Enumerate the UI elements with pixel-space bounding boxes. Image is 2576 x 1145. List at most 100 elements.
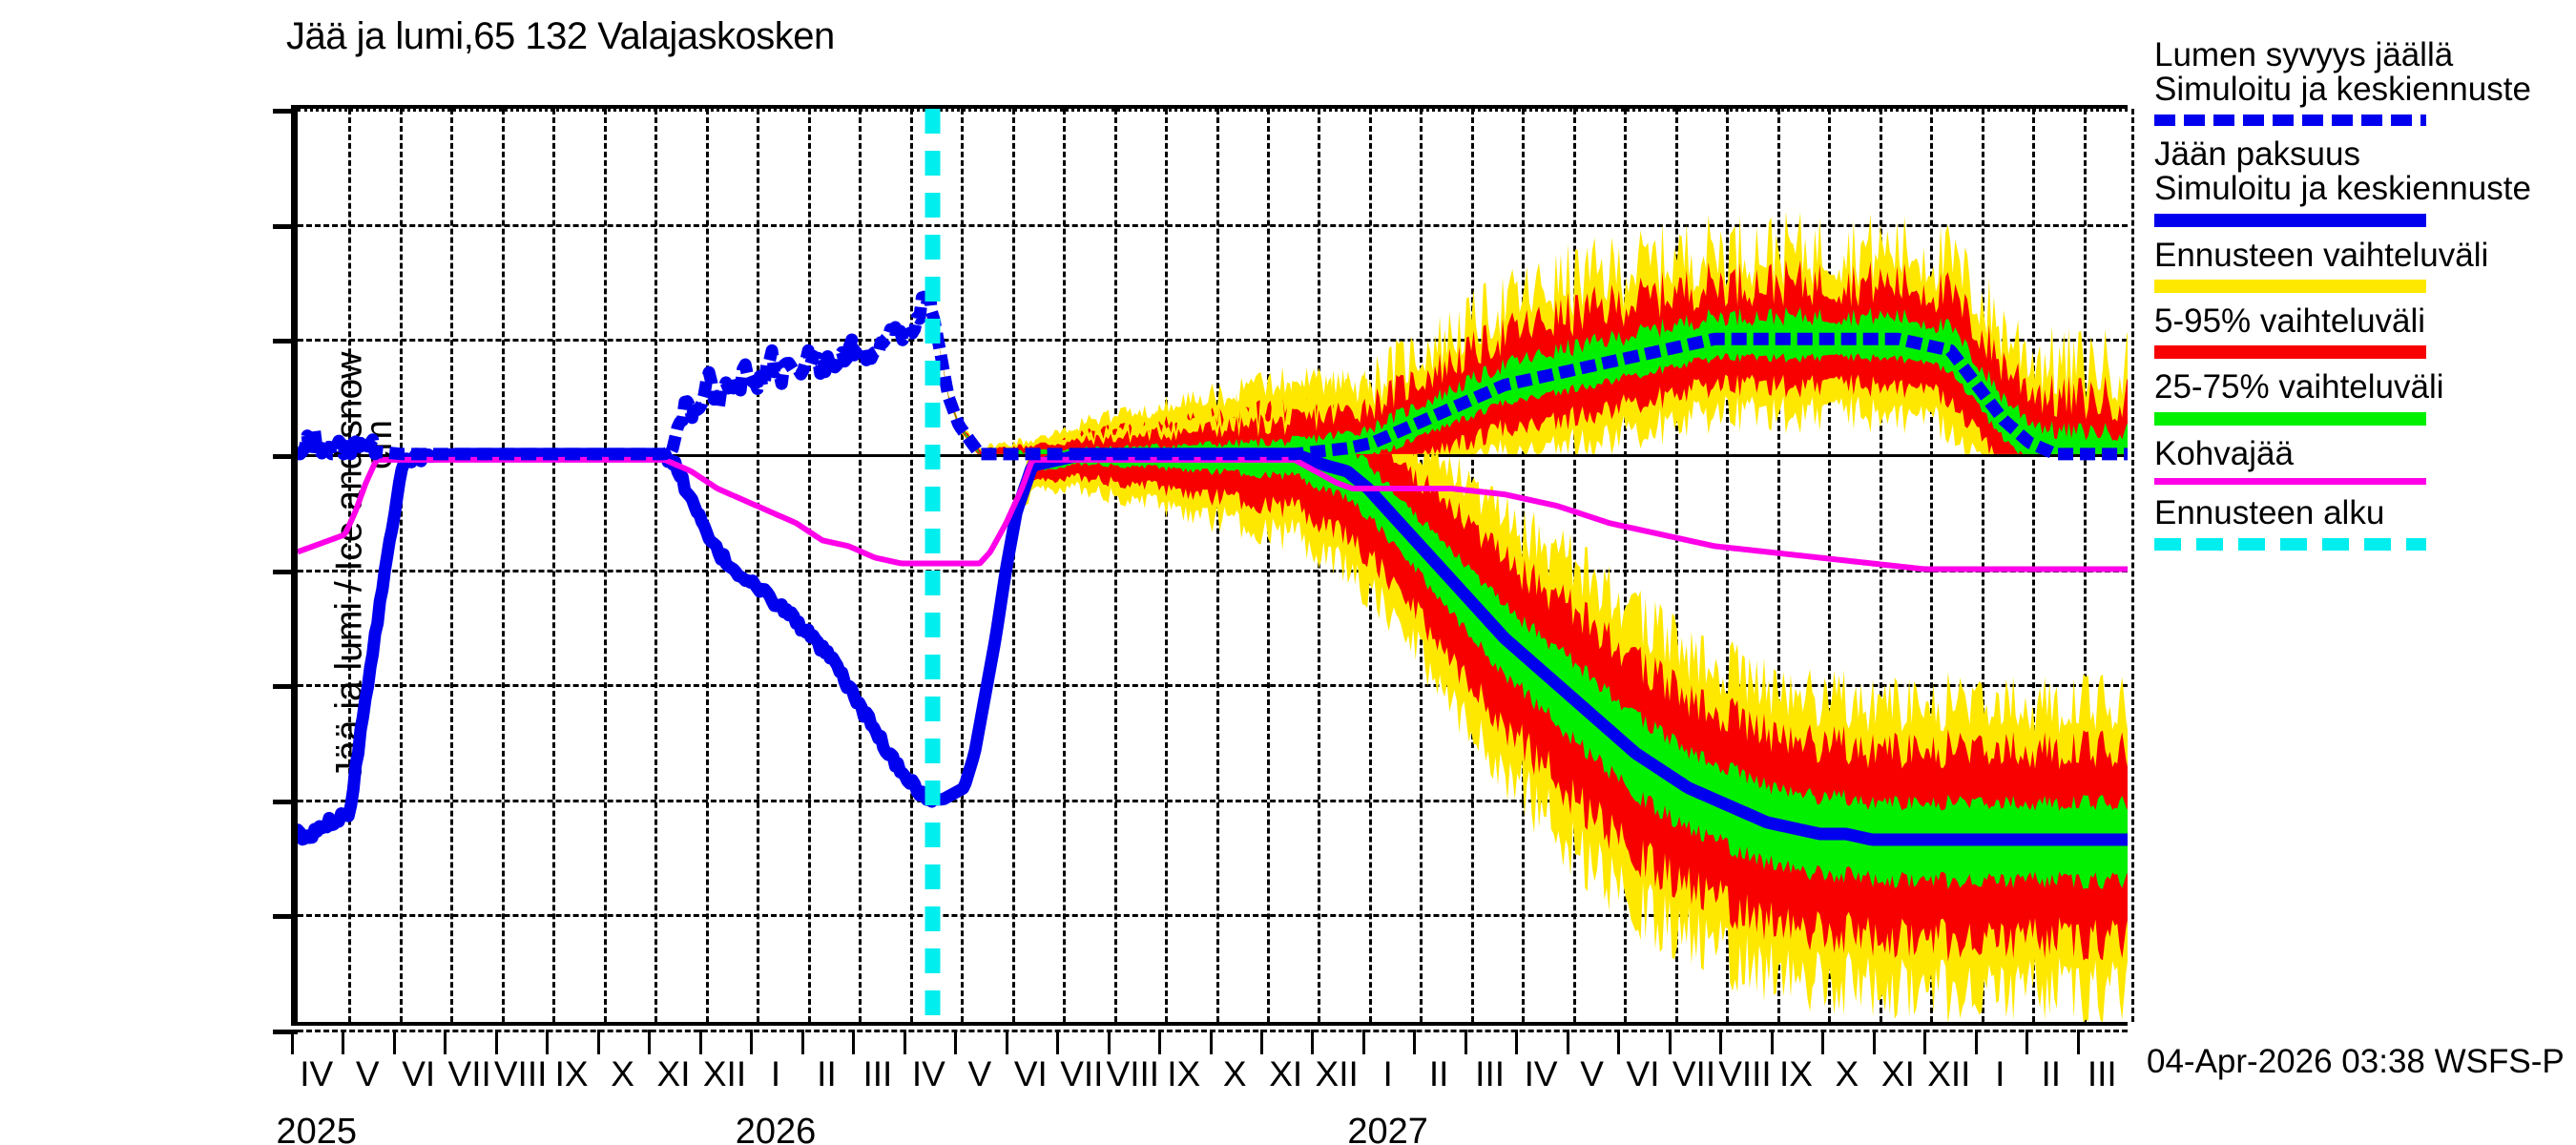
x-tick-mark (342, 1030, 345, 1054)
x-tick-mark (444, 1030, 447, 1054)
vertical-gridline (603, 109, 607, 1022)
horizontal-gridline (298, 799, 2128, 802)
vertical-gridline (1572, 109, 1576, 1022)
vertical-gridline (1215, 109, 1219, 1022)
legend-item: Jään paksuus Simuloitu ja keskiennuste (2154, 135, 2574, 227)
x-tick-mark (1515, 1030, 1519, 1054)
x-tick-mark (2025, 1030, 2029, 1054)
x-tick-mark (1056, 1030, 1060, 1054)
x-tick-label: III (2087, 1054, 2117, 1093)
legend-item: Ennusteen alku (2154, 494, 2574, 551)
legend-swatch (2154, 279, 2426, 293)
legend-item-title: Jään paksuus (2154, 135, 2360, 173)
y-tick-mark (273, 914, 298, 920)
x-tick-mark (954, 1030, 958, 1054)
horizontal-gridline (298, 684, 2128, 688)
x-tick-mark (1158, 1030, 1162, 1054)
vertical-gridline (1726, 109, 1730, 1022)
x-tick-mark (1770, 1030, 1774, 1054)
y-tick-mark (273, 453, 298, 459)
x-tick-label: I (770, 1054, 781, 1093)
legend-item-title: Lumen syvyys jäällä (2154, 36, 2454, 73)
legend-item-subtitle: Simuloitu ja keskiennuste (2154, 170, 2531, 208)
vertical-gridline (1776, 109, 1780, 1022)
vertical-gridline (1011, 109, 1015, 1022)
forecast-band-red-snow (934, 260, 2128, 454)
x-tick-label: VIII (1718, 1054, 1772, 1093)
y-tick-mark (273, 799, 298, 804)
x-tick-mark (546, 1030, 550, 1054)
x-tick-label: XI (1269, 1054, 1303, 1093)
vertical-gridline (1266, 109, 1270, 1022)
x-tick-mark (392, 1030, 396, 1054)
vertical-gridline (757, 109, 760, 1022)
x-tick-label: III (1475, 1054, 1506, 1093)
x-tick-label: XII (1927, 1054, 1971, 1093)
vertical-gridline (654, 109, 658, 1022)
vertical-gridline (705, 109, 709, 1022)
vertical-gridline (1828, 109, 1832, 1022)
x-tick-mark (1209, 1030, 1213, 1054)
horizontal-gridline (298, 569, 2128, 572)
x-tick-label: IX (554, 1054, 589, 1093)
x-tick-label: VIII (493, 1054, 548, 1093)
vertical-gridline (1063, 109, 1067, 1022)
x-tick-mark (1872, 1030, 1876, 1054)
x-tick-mark (1974, 1030, 1978, 1054)
legend-item: Lumen syvyys jäällä Simuloitu ja keskienn… (2154, 36, 2574, 126)
x-tick-label: XI (1880, 1054, 1915, 1093)
footer-timestamp: 04-Apr-2026 03:38 WSFS-P (2147, 1043, 2565, 1080)
chart-title: Jää ja lumi,65 132 Valajaskosken (286, 15, 835, 57)
x-tick-label: VIII (1106, 1054, 1160, 1093)
vertical-gridline (1981, 109, 1984, 1022)
legend-swatch (2154, 345, 2426, 360)
x-tick-label: V (355, 1054, 380, 1093)
x-tick-mark (494, 1030, 498, 1054)
legend-swatch (2154, 478, 2426, 486)
x-tick-mark (1668, 1030, 1672, 1054)
x-tick-mark (1923, 1030, 1927, 1054)
x-tick-mark (2076, 1030, 2080, 1054)
x-tick-label: VII (447, 1054, 491, 1093)
x-tick-mark (648, 1030, 652, 1054)
y-tick-mark (273, 684, 298, 690)
x-tick-mark (852, 1030, 856, 1054)
x-tick-mark (750, 1030, 754, 1054)
x-tick-label: I (1382, 1054, 1393, 1093)
legend-item-title: 25-75% vaihteluväli (2154, 368, 2444, 406)
vertical-gridline (399, 109, 403, 1022)
x-tick-label: VI (1626, 1054, 1660, 1093)
x-tick-mark (698, 1030, 702, 1054)
x-tick-mark (1413, 1030, 1417, 1054)
y-tick-mark (273, 339, 298, 344)
x-tick-label: IV (911, 1054, 945, 1093)
x-tick-label: XII (1315, 1054, 1359, 1093)
legend: Lumen syvyys jäällä Simuloitu ja keskienn… (2154, 36, 2574, 562)
x-tick-mark (903, 1030, 906, 1054)
legend-item-title: Ennusteen alku (2154, 494, 2385, 532)
legend-item-title: 5-95% vaihteluväli (2154, 302, 2426, 340)
legend-item-subtitle: Simuloitu ja keskiennuste (2154, 71, 2531, 109)
legend-swatch (2154, 411, 2426, 426)
vertical-gridline-right (2131, 109, 2134, 1022)
x-tick-label: IX (1778, 1054, 1813, 1093)
vertical-gridline (1624, 109, 1628, 1022)
x-tick-mark (1464, 1030, 1467, 1054)
snow-depth-line (298, 281, 2128, 461)
x-tick-label: V (1580, 1054, 1604, 1093)
legend-item: Ennusteen vaihteluväli (2154, 238, 2574, 293)
x-tick-label: VI (1013, 1054, 1048, 1093)
legend-swatch (2154, 213, 2426, 227)
horizontal-gridline-top (298, 109, 2128, 112)
x-tick-label: III (862, 1054, 893, 1093)
horizontal-gridline (298, 914, 2128, 918)
x-tick-label: II (1428, 1054, 1449, 1093)
x-tick-label: I (1995, 1054, 2005, 1093)
x-tick-label: X (1222, 1054, 1247, 1093)
x-tick-mark (800, 1030, 804, 1054)
y-tick-mark (273, 109, 298, 114)
x-tick-mark (291, 1030, 294, 1054)
x-tick-mark (1361, 1030, 1365, 1054)
x-axis: IV V VI VII VIII IX X XI XII I II III IV V VI VII VIII IX… (276, 1030, 2128, 1145)
x-tick-label: V (967, 1054, 992, 1093)
